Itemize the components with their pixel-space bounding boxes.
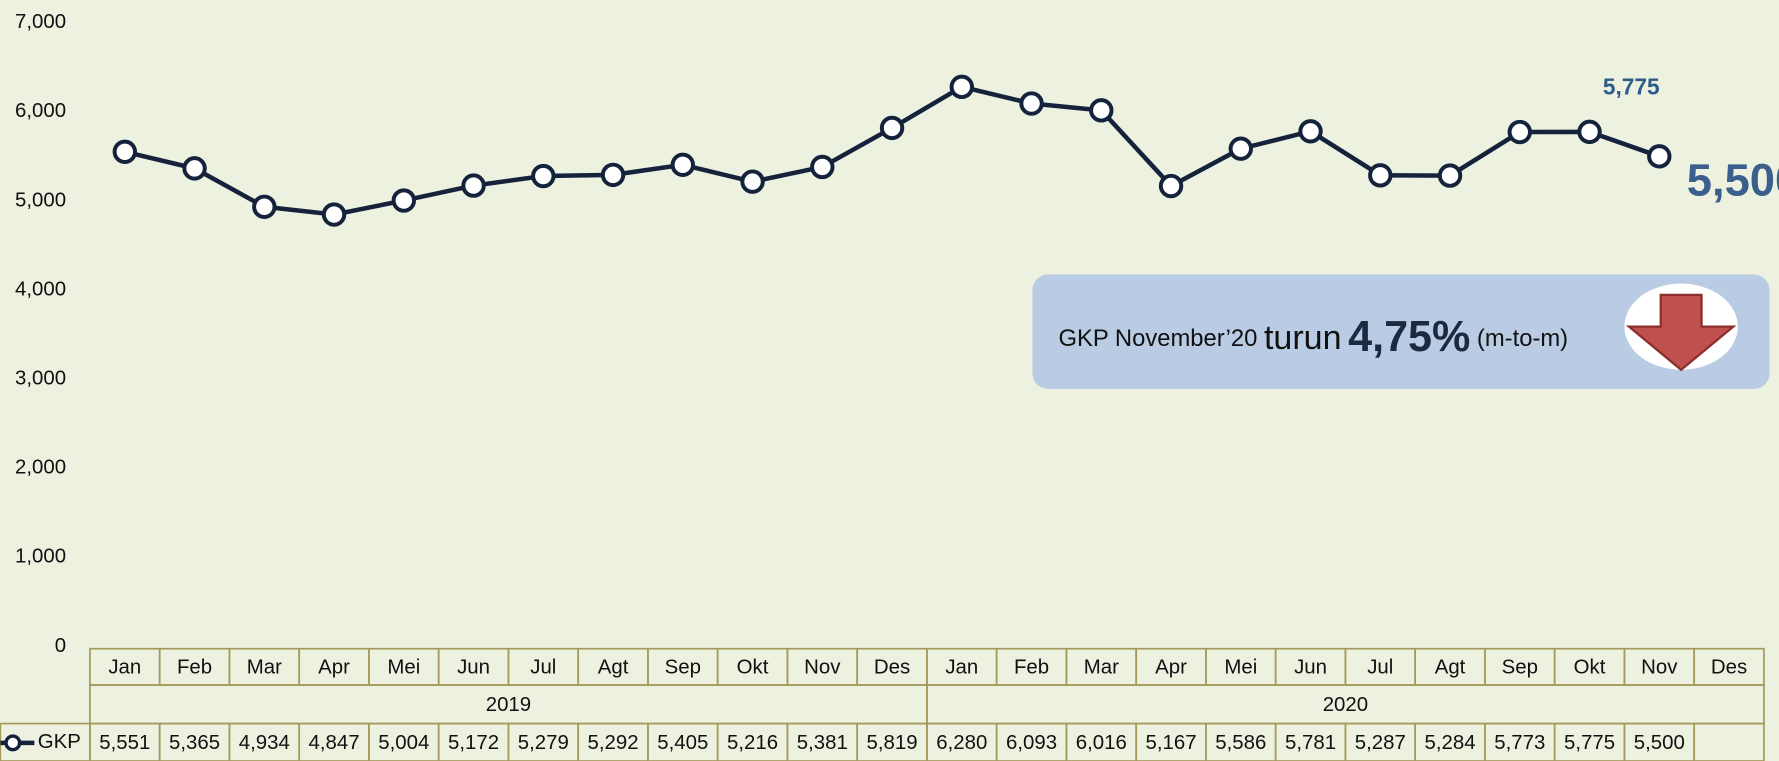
series-line	[124, 84, 1661, 217]
callout-text: GKP November’20 turun 4,75% (m-to-m)	[1058, 314, 1568, 362]
legend-label: GKP	[38, 731, 81, 753]
table-value: 5,586	[1215, 732, 1266, 754]
callout-verb: turun	[1264, 319, 1342, 357]
x-tick-label: Agt	[1435, 656, 1466, 678]
table-value: 6,093	[1006, 732, 1057, 754]
y-tick-label: 1,000	[15, 546, 66, 568]
table-value: 5,381	[797, 732, 848, 754]
callout-box	[1032, 274, 1770, 390]
data-point	[1228, 136, 1253, 161]
y-tick-label: 5,000	[15, 189, 66, 211]
x-tick-label: Jun	[457, 656, 490, 678]
x-tick-label: Jul	[530, 656, 556, 678]
x-tick-label: Okt	[737, 656, 769, 678]
data-point	[112, 139, 138, 164]
table-value: 5,405	[657, 732, 708, 754]
callout-change: 4,75%	[1348, 314, 1470, 362]
table-value: 5,287	[1355, 732, 1406, 754]
group-label: 2020	[1323, 694, 1368, 716]
x-tick-label: Jul	[1367, 656, 1393, 678]
y-tick-label: 7,000	[15, 11, 66, 33]
table-value: 4,934	[239, 732, 290, 754]
callout: GKP November’20 turun 4,75% (m-to-m)	[1032, 274, 1770, 390]
x-tick-label: Jun	[1294, 656, 1327, 678]
x-tick-label: Feb	[177, 656, 212, 678]
table-value: 5,284	[1425, 732, 1476, 754]
table-value: 5,819	[867, 732, 918, 754]
x-tick-label: Okt	[1574, 656, 1606, 678]
x-tick-label: Mei	[387, 656, 420, 678]
data-point	[252, 194, 277, 219]
table-value: 5,500	[1634, 732, 1685, 754]
table-value: 5,172	[448, 732, 499, 754]
data-point	[1368, 163, 1393, 188]
x-tick-label: Nov	[804, 656, 841, 678]
y-tick-label: 0	[55, 635, 66, 657]
table-value: 5,773	[1494, 732, 1545, 754]
x-tick-label: Jan	[108, 656, 141, 678]
x-tick-label: Sep	[1502, 656, 1538, 678]
x-tick-label: Agt	[598, 656, 629, 678]
table-cell	[1693, 722, 1765, 761]
data-point	[182, 156, 207, 181]
data-point	[670, 152, 695, 178]
data-point	[879, 115, 905, 141]
x-tick-label: Jan	[945, 656, 978, 678]
table-value: 4,847	[309, 732, 360, 754]
legend-marker	[4, 734, 22, 752]
table-cell	[0, 722, 91, 761]
data-point	[1577, 119, 1602, 145]
table-value: 6,280	[936, 732, 987, 754]
data-point	[1089, 98, 1114, 123]
table-value: 5,292	[588, 732, 639, 754]
y-tick-label: 3,000	[15, 368, 66, 390]
y-tick-label: 6,000	[15, 100, 66, 122]
data-point	[1437, 163, 1463, 188]
table-value: 5,279	[518, 732, 569, 754]
x-tick-label: Nov	[1641, 656, 1678, 678]
data-point	[531, 163, 556, 189]
x-tick-label: Apr	[1155, 656, 1187, 678]
data-point	[1298, 119, 1323, 144]
callout-lead: GKP November’20	[1058, 326, 1257, 353]
table-value: 5,365	[169, 732, 220, 754]
x-tick-label: Des	[1711, 656, 1747, 678]
data-point	[1507, 119, 1532, 145]
x-tick-label: Mei	[1224, 656, 1257, 678]
annotation: 5,775	[1603, 73, 1660, 99]
annotation: 5,500	[1687, 155, 1779, 206]
data-point	[810, 154, 835, 180]
down-arrow	[1625, 293, 1737, 372]
table-value: 5,775	[1564, 732, 1615, 754]
data-point	[391, 188, 417, 213]
table-value: 5,167	[1146, 732, 1197, 754]
data-point	[600, 162, 626, 188]
data-point	[461, 173, 486, 198]
table-value: 5,216	[727, 732, 778, 754]
data-point	[1647, 144, 1672, 169]
data-point	[740, 169, 765, 194]
x-tick-label: Mar	[247, 656, 282, 678]
y-tick-label: 4,000	[15, 278, 66, 300]
x-tick-label: Mar	[1084, 656, 1119, 678]
data-point	[1158, 173, 1184, 199]
x-tick-label: Sep	[665, 656, 701, 678]
data-point	[949, 74, 974, 100]
table-value: 6,016	[1076, 732, 1127, 754]
table-value: 5,551	[99, 732, 150, 754]
table-cell	[926, 684, 1765, 725]
data-point	[321, 202, 347, 227]
group-label: 2019	[486, 694, 531, 716]
data-point	[1019, 91, 1044, 116]
x-tick-label: Des	[874, 656, 910, 678]
y-tick-label: 2,000	[15, 457, 66, 479]
x-tick-label: Feb	[1014, 656, 1049, 678]
table-value: 5,004	[378, 732, 429, 754]
table-value: 5,781	[1285, 732, 1336, 754]
callout-note: (m-to-m)	[1477, 326, 1568, 353]
x-tick-label: Apr	[318, 656, 350, 678]
